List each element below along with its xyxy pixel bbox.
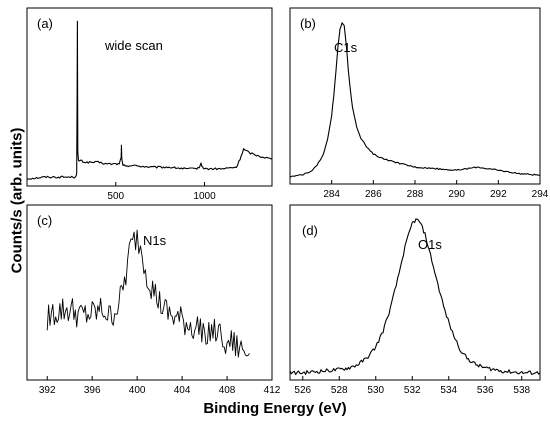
x-tick-label: 286 xyxy=(365,189,382,200)
spectrum-line xyxy=(26,20,273,180)
plot-frame xyxy=(289,204,541,381)
x-tick-label: 408 xyxy=(219,385,236,396)
spectrum-line xyxy=(46,229,250,358)
panel-b: 284 286 288 290 292 294 (b) C1s xyxy=(289,7,549,200)
plot-frame xyxy=(26,7,273,187)
x-tick-label: 534 xyxy=(440,385,457,396)
x-axis-label: Binding Energy (eV) xyxy=(203,400,347,417)
x-tick-label: 284 xyxy=(323,189,340,200)
x-tick-label: 538 xyxy=(513,385,530,396)
plot-frame xyxy=(289,7,541,185)
x-tick-label: 530 xyxy=(367,385,384,396)
peak-annotation: wide scan xyxy=(104,38,163,53)
x-tick-label: 294 xyxy=(532,189,549,200)
x-tick-label: 528 xyxy=(331,385,348,396)
x-tick-label: 396 xyxy=(84,385,101,396)
panel-label: (d) xyxy=(302,223,318,238)
panel-c: 392 396 400 404 408 412 (c) N1s xyxy=(26,204,281,396)
x-tick-label: 292 xyxy=(490,189,507,200)
spectrum-line xyxy=(289,22,541,178)
x-tick-label: 536 xyxy=(477,385,494,396)
panel-label: (c) xyxy=(37,213,52,228)
panel-label: (a) xyxy=(37,16,53,31)
panel-a: 500 1000 (a) wide scan xyxy=(26,7,273,202)
x-tick-label: 290 xyxy=(448,189,465,200)
x-tick-label: 400 xyxy=(129,385,146,396)
x-tick-label: 404 xyxy=(174,385,191,396)
x-tick-label: 1000 xyxy=(193,191,216,202)
peak-annotation: C1s xyxy=(334,40,358,55)
x-tick-label: 500 xyxy=(107,191,124,202)
x-tick-label: 526 xyxy=(294,385,311,396)
spectrum-line xyxy=(289,218,541,376)
x-tick-label: 392 xyxy=(39,385,56,396)
peak-annotation: O1s xyxy=(418,237,442,252)
plot-frame xyxy=(26,204,273,381)
y-axis-label-container: Counts/s (arb. units) xyxy=(4,100,30,300)
x-tick-label: 532 xyxy=(404,385,421,396)
panel-label: (b) xyxy=(300,16,316,31)
x-tick-label: 412 xyxy=(264,385,281,396)
y-axis-label: Counts/s (arb. units) xyxy=(8,127,26,273)
panel-d: 526 528 530 532 534 536 538 (d) O1s xyxy=(289,204,541,396)
peak-annotation: N1s xyxy=(143,233,167,248)
x-tick-label: 288 xyxy=(407,189,424,200)
